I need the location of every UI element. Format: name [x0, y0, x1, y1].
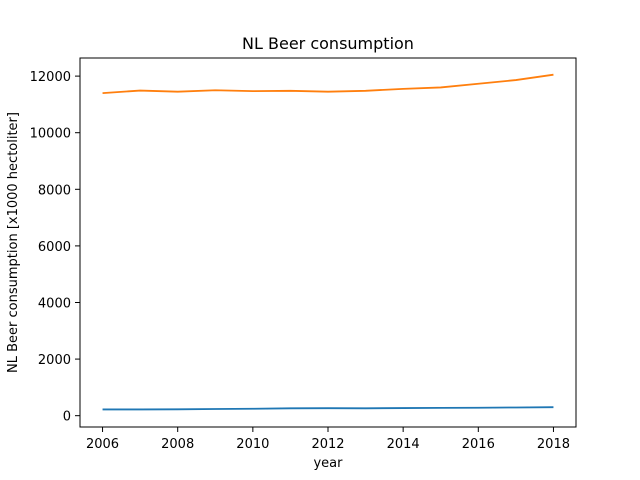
x-axis-label: year: [313, 456, 343, 471]
x-tick-label: 2016: [462, 437, 495, 452]
y-tick-label: 8000: [38, 183, 71, 198]
y-tick-label: 4000: [38, 296, 71, 311]
series-line-2: [102, 73, 554, 94]
chart-title: NL Beer consumption: [242, 34, 414, 53]
series-line-1: [102, 406, 554, 411]
y-tick-label: 0: [63, 410, 71, 425]
x-tick-label: 2018: [537, 437, 570, 452]
x-tick-label: 2008: [161, 437, 194, 452]
x-tick-label: 2006: [86, 437, 119, 452]
y-tick-label: 12000: [30, 70, 71, 85]
series-layer: [102, 73, 554, 411]
y-tick-label: 6000: [38, 240, 71, 255]
x-tick-label: 2010: [236, 437, 269, 452]
y-tick-label: 2000: [38, 353, 71, 368]
x-tick-label: 2012: [311, 437, 344, 452]
y-tick-label: 10000: [30, 127, 71, 142]
axes-layer: 2006 2008 2010 2012 2014 2016 2018 0 2000 4000 600…: [30, 57, 577, 452]
y-axis-label: NL Beer consumption [x1000 hectoliter]: [6, 112, 21, 373]
x-tick-label: 2014: [387, 437, 420, 452]
